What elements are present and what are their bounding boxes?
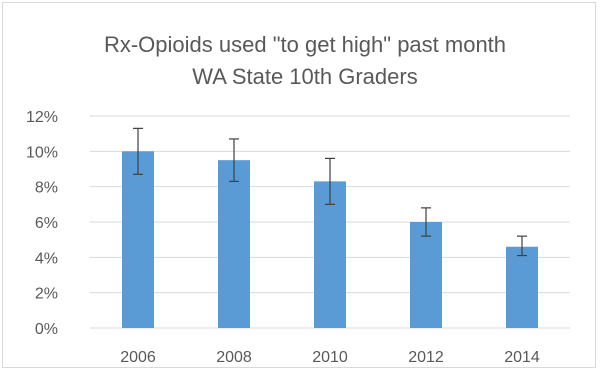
y-tick-label: 10% <box>26 144 58 161</box>
y-axis-ticks: 0% 2% 4% 6% 8% 10% 12% <box>26 109 58 338</box>
x-axis-ticks: 2006 2008 2010 2012 2014 <box>120 349 540 366</box>
y-tick-label: 6% <box>35 215 58 232</box>
x-tick-label-2010: 2010 <box>312 349 348 366</box>
error-bar-2012 <box>421 207 431 237</box>
x-tick-label-2006: 2006 <box>120 349 156 366</box>
x-tick-label-2012: 2012 <box>408 349 444 366</box>
y-tick-label: 8% <box>35 180 58 197</box>
chart-subtitle: WA State 10th Graders <box>192 64 417 89</box>
error-bar-2014 <box>517 235 527 257</box>
error-bar-2010 <box>325 157 335 205</box>
x-tick-label-2014: 2014 <box>504 349 540 366</box>
error-bar-2006 <box>133 127 143 175</box>
chart-title: Rx-Opioids used "to get high" past month <box>104 32 506 57</box>
chart-frame <box>2 2 596 368</box>
error-bar-2008 <box>229 138 239 182</box>
y-tick-label: 12% <box>26 109 58 126</box>
x-tick-label-2008: 2008 <box>216 349 252 366</box>
bar-2010 <box>314 181 346 328</box>
y-tick-label: 2% <box>35 286 58 303</box>
bar-2012 <box>410 222 442 328</box>
bar-2008 <box>218 160 250 328</box>
y-tick-label: 0% <box>35 321 58 338</box>
bar-2006 <box>122 151 154 328</box>
y-tick-label: 4% <box>35 250 58 267</box>
bars <box>122 151 538 328</box>
bar-2014 <box>506 246 538 328</box>
error-bars <box>133 127 527 257</box>
